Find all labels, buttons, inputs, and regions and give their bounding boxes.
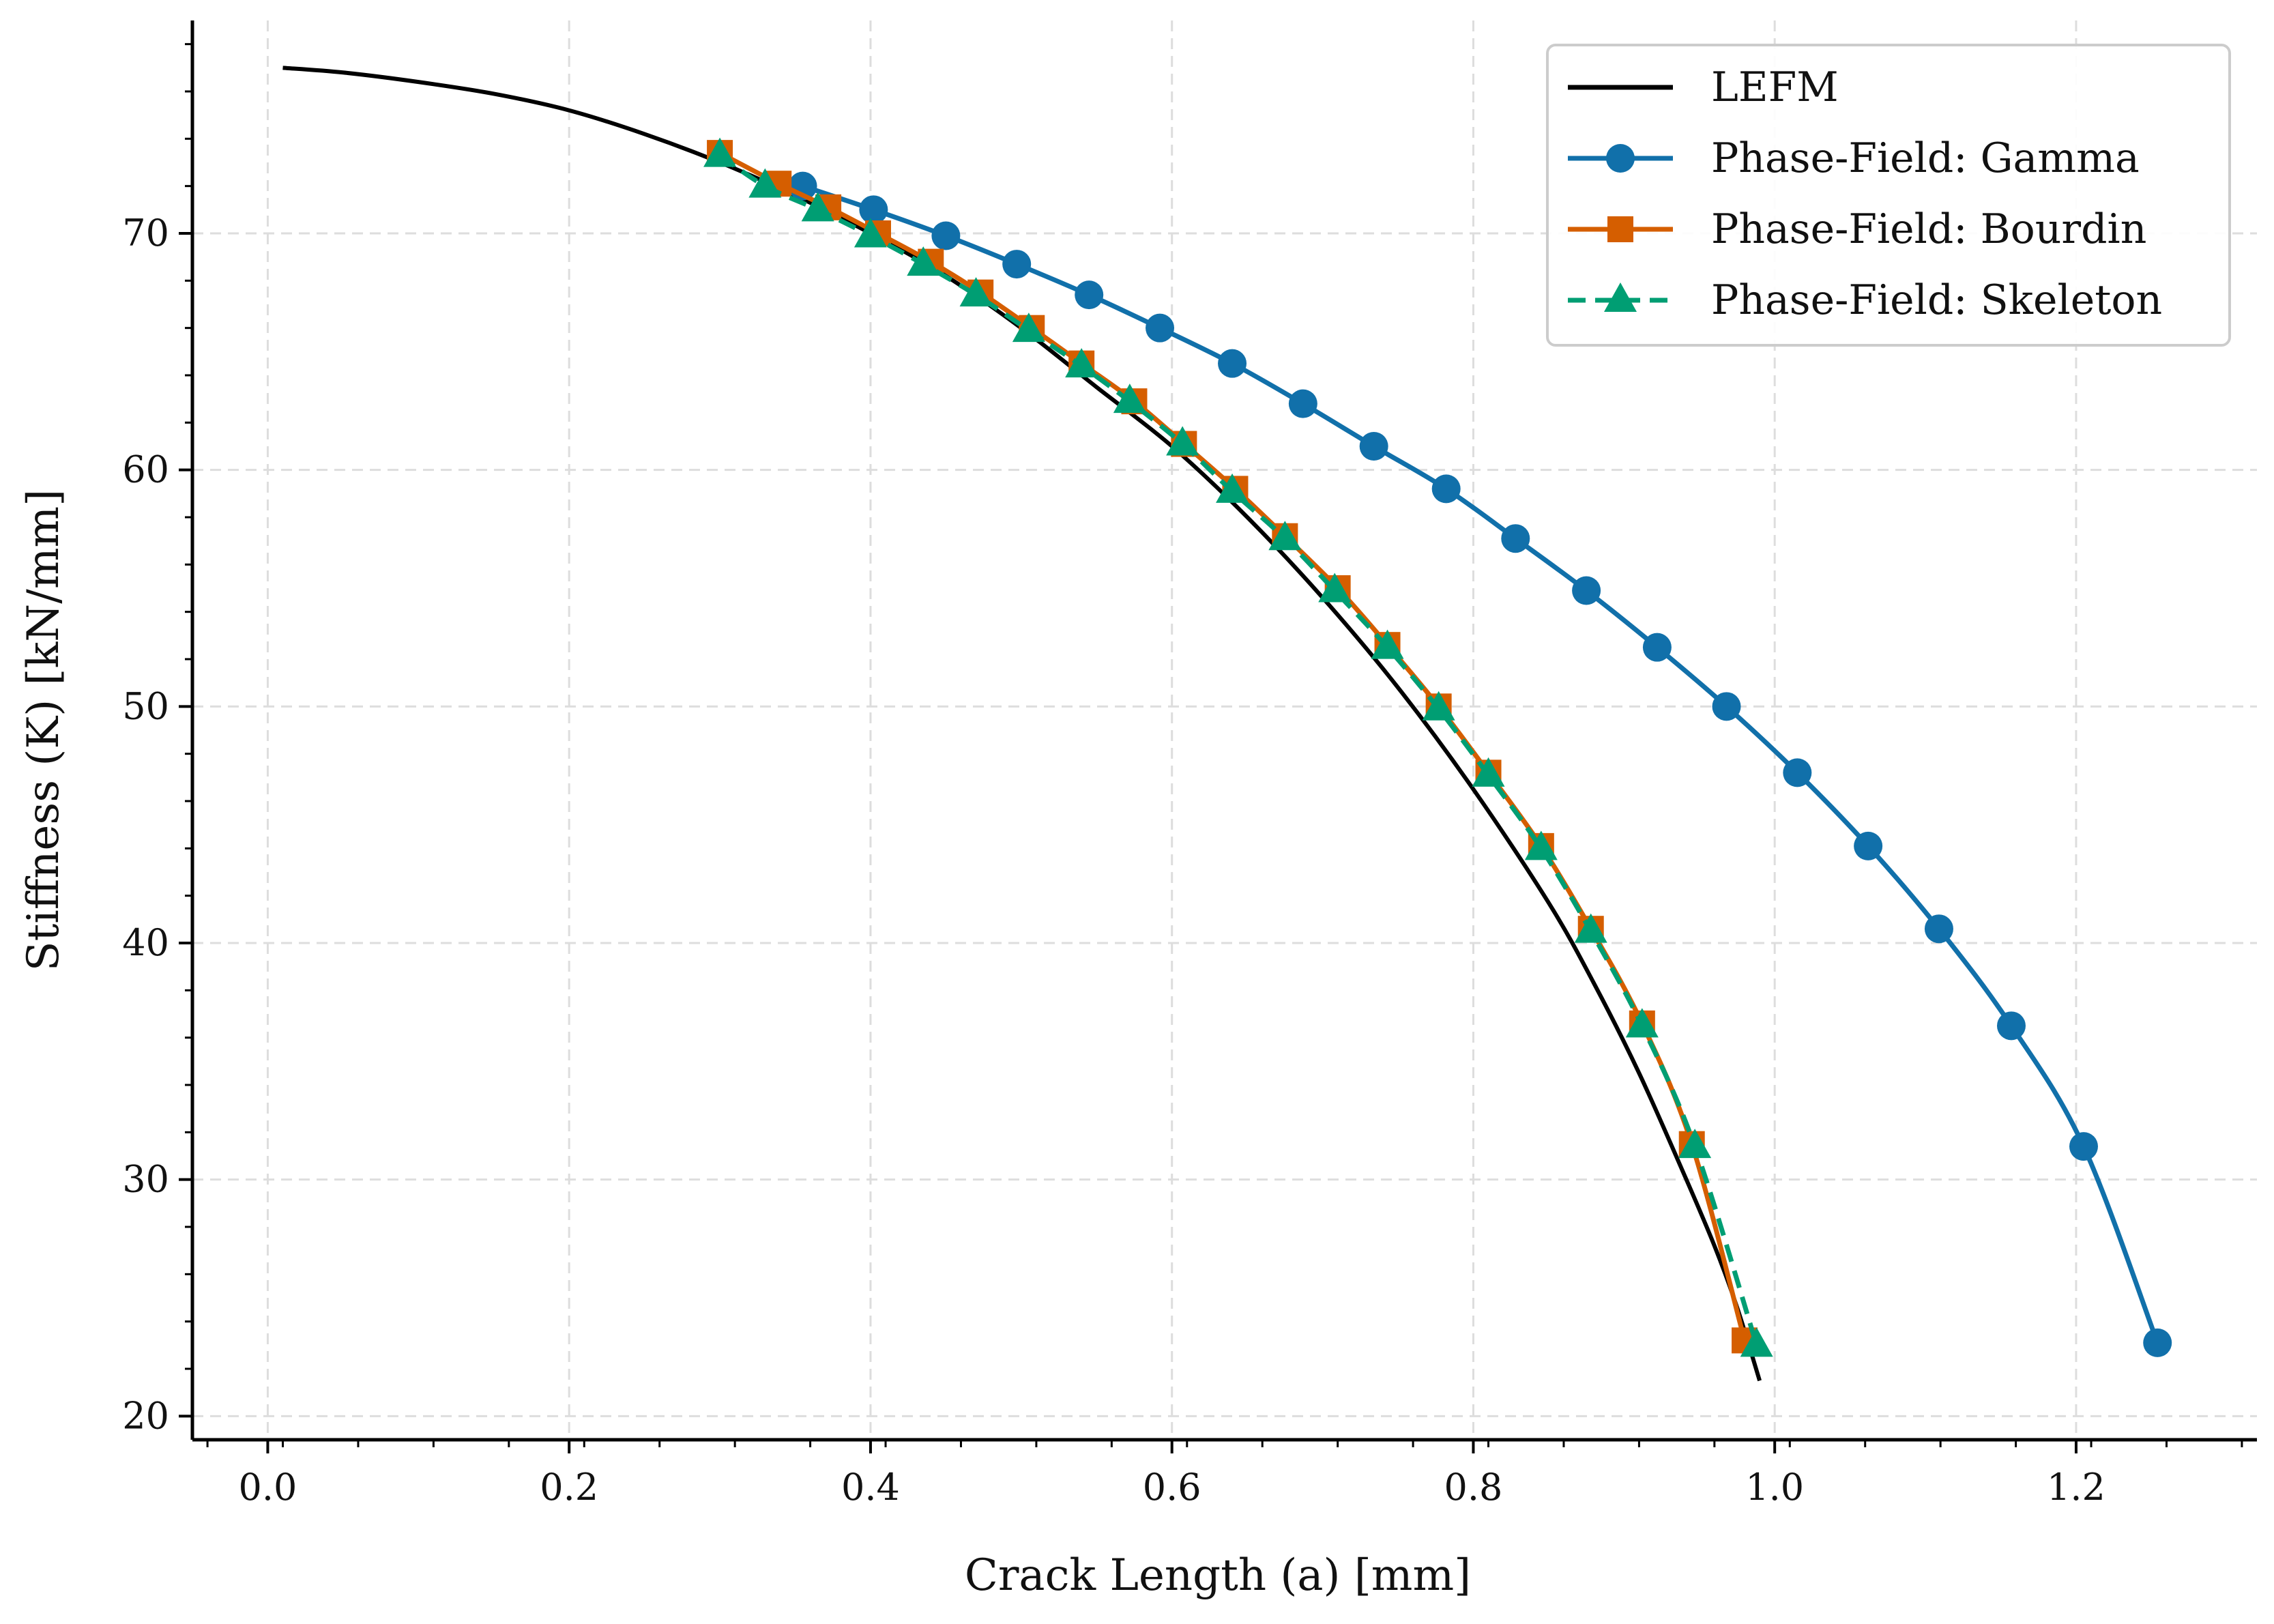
data-point-phase-field-gamma [2143, 1328, 2172, 1357]
y-tick-label: 30 [122, 1158, 169, 1201]
x-tick-label: 1.2 [2047, 1466, 2105, 1509]
x-tick-label: 0.4 [841, 1466, 900, 1509]
data-point-phase-field-skeleton [748, 168, 782, 198]
data-point-phase-field-gamma [1783, 758, 1812, 787]
data-point-phase-field-gamma [1924, 914, 1953, 944]
legend-label: Phase-Field: Gamma [1711, 134, 2140, 182]
legend-swatch-marker [1604, 282, 1637, 312]
x-tick-label: 0.0 [238, 1466, 297, 1509]
x-tick-label: 0.2 [540, 1466, 598, 1509]
y-axis-label: Stiffness (K) [kN/mm] [18, 489, 69, 971]
x-axis-label: Crack Length (a) [mm] [965, 1550, 1471, 1601]
y-tick-label: 60 [122, 448, 169, 491]
data-point-phase-field-skeleton [1422, 691, 1455, 721]
series-line-phase-field-gamma [802, 184, 2160, 1344]
data-point-phase-field-gamma [1712, 692, 1741, 721]
data-point-phase-field-skeleton [1740, 1327, 1773, 1357]
data-point-phase-field-gamma [1854, 831, 1883, 860]
legend-label: LEFM [1711, 63, 1839, 111]
x-tick-label: 0.6 [1143, 1466, 1201, 1509]
legend-swatch-marker [1606, 144, 1635, 173]
data-point-phase-field-gamma [1146, 313, 1175, 343]
data-point-phase-field-gamma [1501, 524, 1530, 553]
data-point-phase-field-gamma [1288, 389, 1317, 418]
axes [190, 20, 2257, 1442]
data-point-phase-field-skeleton [854, 218, 887, 248]
data-point-phase-field-gamma [1431, 474, 1461, 504]
y-tick-label: 20 [122, 1394, 169, 1437]
data-point-phase-field-skeleton [1318, 572, 1352, 603]
data-point-phase-field-skeleton [907, 246, 940, 276]
data-point-phase-field-gamma [1572, 576, 1601, 605]
grid [192, 20, 2257, 1440]
data-point-phase-field-skeleton [1012, 313, 1045, 343]
x-tick-label: 0.8 [1444, 1466, 1503, 1509]
data-point-phase-field-skeleton [1371, 629, 1404, 659]
data-point-phase-field-gamma [1642, 633, 1672, 662]
data-point-phase-field-skeleton [801, 192, 834, 222]
data-point-phase-field-gamma [1996, 1011, 2026, 1041]
legend-label: Phase-Field: Bourdin [1711, 205, 2146, 253]
data-point-phase-field-skeleton [1574, 913, 1607, 943]
data-point-phase-field-skeleton [1113, 383, 1146, 414]
data-point-phase-field-gamma [1075, 280, 1104, 310]
data-point-phase-field-skeleton [1625, 1008, 1659, 1038]
data-point-phase-field-skeleton [1065, 348, 1098, 378]
data-point-phase-field-skeleton [703, 137, 737, 167]
x-tick-label: 1.0 [1745, 1466, 1804, 1509]
legend-label: Phase-Field: Skeleton [1711, 276, 2162, 324]
legend: LEFM Phase-Field: Gamma Phase-Field: Bourd… [1546, 44, 2231, 347]
data-point-phase-field-gamma [1359, 432, 1388, 461]
data-point-phase-field-skeleton [959, 277, 993, 307]
data-point-phase-field-skeleton [1472, 757, 1505, 787]
data-point-phase-field-gamma [1218, 349, 1247, 378]
ticks: 0.0 0.2 0.4 0.6 0.8 1.0 1.2 20 30 40 50 60 70 [122, 43, 2243, 1509]
legend-entry-phase-field-gamma: Phase-Field: Gamma [1568, 134, 2140, 182]
data-point-phase-field-skeleton [1524, 830, 1558, 860]
data-point-phase-field-skeleton [1216, 473, 1249, 503]
data-point-phase-field-skeleton [1678, 1129, 1712, 1159]
y-tick-label: 40 [122, 921, 169, 964]
plot-series [282, 66, 2172, 1382]
data-point-phase-field-skeleton [1166, 426, 1199, 456]
y-tick-label: 70 [122, 212, 169, 255]
data-point-phase-field-gamma [1002, 250, 1032, 279]
data-point-phase-field-gamma [931, 221, 961, 250]
series-phase-field-skeleton [703, 137, 1773, 1357]
data-point-phase-field-gamma [2069, 1132, 2098, 1161]
legend-entry-lefm: LEFM [1568, 63, 1839, 111]
data-point-phase-field-gamma [859, 195, 888, 224]
legend-entry-phase-field-bourdin: Phase-Field: Bourdin [1568, 205, 2146, 253]
data-point-phase-field-skeleton [1268, 521, 1302, 551]
y-tick-label: 50 [122, 684, 169, 727]
legend-frame [1546, 44, 2231, 347]
series-phase-field-gamma [788, 171, 2172, 1357]
legend-entry-phase-field-skeleton: Phase-Field: Skeleton [1568, 276, 2162, 324]
legend-swatch-marker [1607, 216, 1633, 242]
